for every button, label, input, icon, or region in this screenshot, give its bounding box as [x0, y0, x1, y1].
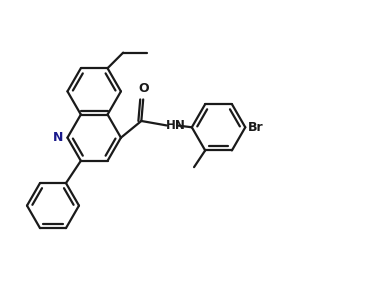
Text: Br: Br: [248, 121, 264, 134]
Text: O: O: [138, 82, 148, 95]
Text: HN: HN: [166, 119, 186, 132]
Text: N: N: [53, 131, 63, 144]
